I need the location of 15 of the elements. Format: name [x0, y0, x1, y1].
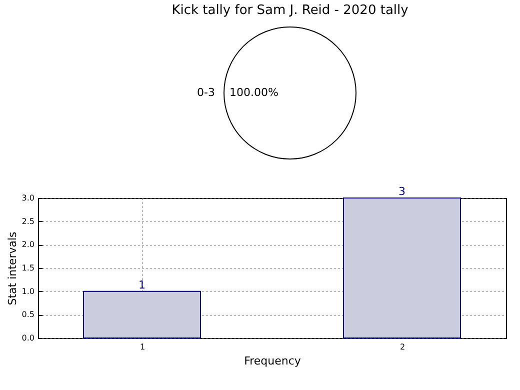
x-axis-title: Frequency: [244, 354, 302, 368]
data-label: 1: [138, 278, 146, 292]
data-label: 3: [398, 185, 406, 198]
chart-title: Kick tally for Sam J. Reid - 2020 tally: [172, 3, 409, 18]
y-axis-title: Stat intervals: [6, 231, 19, 306]
slice-label: 0-3: [197, 86, 215, 99]
y-tick-label: 2.0: [22, 240, 34, 250]
y-tick-label: 1.5: [22, 264, 34, 272]
y-tick-label: 3.0: [22, 194, 34, 202]
x-tick-label: 2: [400, 342, 406, 352]
y-tick-label: 0.0: [22, 334, 34, 342]
y-tick-label: 1.0: [22, 286, 34, 296]
y-tick-label: 0.5: [22, 310, 34, 320]
data-label: 100.00%: [230, 86, 278, 99]
y-tick-label: 2.5: [22, 216, 34, 226]
